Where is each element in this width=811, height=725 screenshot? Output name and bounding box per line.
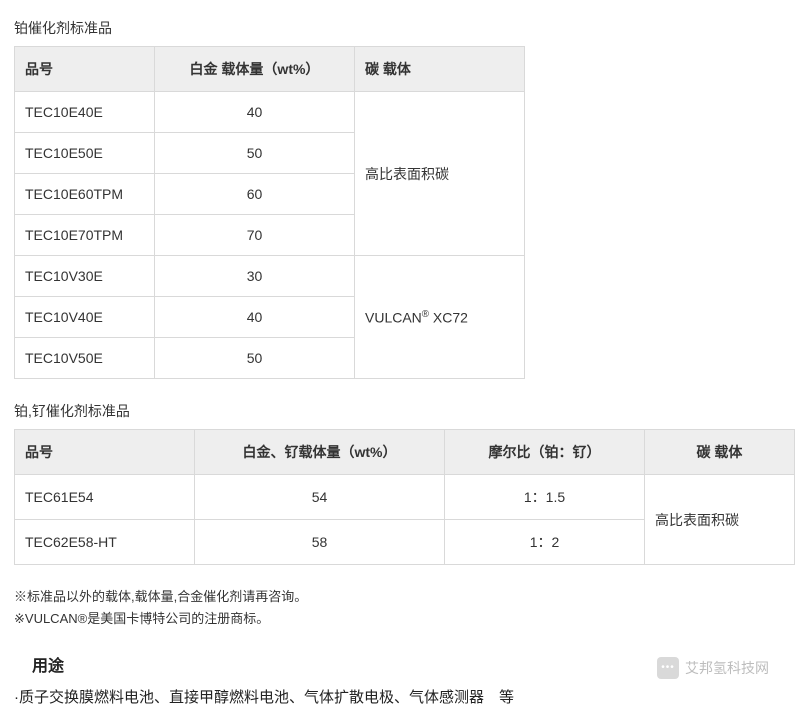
table2-header-wt: 白金、钌载体量（wt%） xyxy=(195,430,445,475)
cell-carrier: 高比表面积碳 xyxy=(645,475,795,565)
cell-carrier: VULCAN® XC72 xyxy=(355,256,525,379)
table-row: TEC61E54 54 1：1.5 高比表面积碳 xyxy=(15,475,795,520)
table2: 品号 白金、钌载体量（wt%） 摩尔比（铂：钌） 碳 载体 TEC61E54 5… xyxy=(14,429,795,565)
cell-wt: 70 xyxy=(155,215,355,256)
usage-line: ·质子交换膜燃料电池、直接甲醇燃料电池、气体扩散电极、气体感测器 等 xyxy=(14,686,797,707)
footnote-1: ※标准品以外的载体,载体量,合金催化剂请再咨询。 xyxy=(14,587,797,607)
cell-wt: 58 xyxy=(195,520,445,565)
table2-title: 铂,钌催化剂标准品 xyxy=(14,401,797,421)
carrier-post: XC72 xyxy=(429,309,468,325)
cell-code: TEC10V50E xyxy=(15,338,155,379)
table-row: TEC10E40E 40 高比表面积碳 xyxy=(15,92,525,133)
cell-code: TEC10E50E xyxy=(15,133,155,174)
cell-code: TEC10E70TPM xyxy=(15,215,155,256)
carrier-sup: ® xyxy=(422,309,429,320)
table1-header-wt: 白金 载体量（wt%） xyxy=(155,47,355,92)
cell-code: TEC10V40E xyxy=(15,297,155,338)
usage-heading: 用途 xyxy=(32,652,797,676)
cell-wt: 50 xyxy=(155,133,355,174)
table2-header-ratio: 摩尔比（铂：钌） xyxy=(445,430,645,475)
cell-code: TEC10E40E xyxy=(15,92,155,133)
table1-header-carrier: 碳 载体 xyxy=(355,47,525,92)
cell-code: TEC61E54 xyxy=(15,475,195,520)
cell-wt: 40 xyxy=(155,92,355,133)
table2-header-code: 品号 xyxy=(15,430,195,475)
table2-header-carrier: 碳 载体 xyxy=(645,430,795,475)
cell-wt: 40 xyxy=(155,297,355,338)
cell-wt: 30 xyxy=(155,256,355,297)
cell-ratio: 1：1.5 xyxy=(445,475,645,520)
cell-wt: 60 xyxy=(155,174,355,215)
cell-wt: 50 xyxy=(155,338,355,379)
cell-carrier: 高比表面积碳 xyxy=(355,92,525,256)
cell-wt: 54 xyxy=(195,475,445,520)
table1-title: 铂催化剂标准品 xyxy=(14,18,797,38)
table2-header-row: 品号 白金、钌载体量（wt%） 摩尔比（铂：钌） 碳 载体 xyxy=(15,430,795,475)
table1: 品号 白金 载体量（wt%） 碳 载体 TEC10E40E 40 高比表面积碳 … xyxy=(14,46,525,379)
footnote-2: ※VULCAN®是美国卡博特公司的注册商标。 xyxy=(14,609,797,629)
table1-header-code: 品号 xyxy=(15,47,155,92)
carrier-pre: VULCAN xyxy=(365,309,422,325)
cell-code: TEC10V30E xyxy=(15,256,155,297)
cell-code: TEC10E60TPM xyxy=(15,174,155,215)
cell-ratio: 1：2 xyxy=(445,520,645,565)
cell-code: TEC62E58-HT xyxy=(15,520,195,565)
table1-header-row: 品号 白金 载体量（wt%） 碳 载体 xyxy=(15,47,525,92)
table-row: TEC10V30E 30 VULCAN® XC72 xyxy=(15,256,525,297)
